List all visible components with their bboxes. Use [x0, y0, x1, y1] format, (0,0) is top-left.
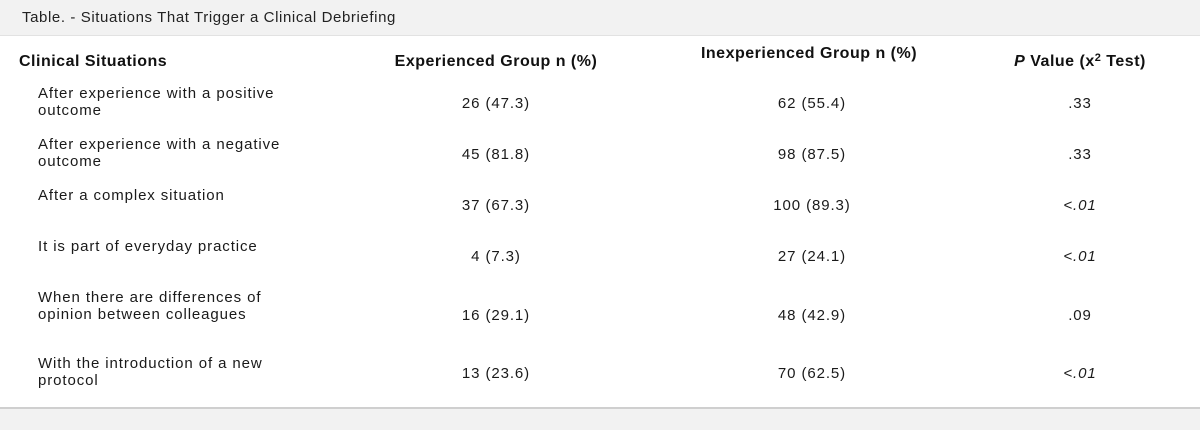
p-value: <.01	[1063, 197, 1097, 214]
p-value: <.01	[1063, 365, 1097, 382]
inexperienced-value: 70 (62.5)	[777, 365, 847, 382]
row-label: It is part of everyday practice	[38, 238, 258, 255]
experienced-value: 26 (47.3)	[461, 95, 531, 112]
p-value: .33	[1068, 95, 1092, 112]
inexperienced-value: 100 (89.3)	[773, 197, 851, 214]
inexperienced-value: 48 (42.9)	[777, 307, 847, 324]
row-label: After experience with a positive outcome	[38, 85, 275, 119]
header-inexperienced-group: Inexperienced Group n (%)	[700, 45, 918, 62]
row-label: After experience with a negative outcome	[38, 136, 281, 170]
table-row: It is part of everyday practice 4 (7.3) …	[0, 238, 1200, 279]
table-row: When there are differences of opinion be…	[0, 289, 1200, 346]
p-value: <.01	[1063, 248, 1097, 265]
header-clinical-situations: Clinical Situations	[19, 53, 168, 70]
header-p-letter: P	[1014, 53, 1026, 70]
table-row: After a complex situation 37 (67.3) 100 …	[0, 187, 1200, 228]
experienced-value: 16 (29.1)	[461, 307, 531, 324]
header-p-end: Test)	[1101, 53, 1146, 70]
row-label: After a complex situation	[38, 187, 225, 204]
header-p-rest: Value (x	[1025, 53, 1095, 70]
table-row: After experience with a positive outcome…	[0, 85, 1200, 126]
header-p-sup: 2	[1094, 52, 1102, 64]
header-p-value: P Value (x2 Test)	[960, 52, 1200, 70]
header-experienced-group: Experienced Group n (%)	[394, 53, 598, 70]
table-row: After experience with a negative outcome…	[0, 136, 1200, 177]
experienced-value: 13 (23.6)	[461, 365, 531, 382]
row-label: With the introduction of a new protocol	[38, 355, 263, 389]
table-caption: Table. - Situations That Trigger a Clini…	[22, 9, 396, 26]
caption-bar: Table. - Situations That Trigger a Clini…	[0, 0, 1200, 36]
data-table: Clinical Situations Experienced Group n …	[0, 36, 1200, 406]
bottom-divider	[0, 407, 1200, 409]
inexperienced-value: 62 (55.4)	[777, 95, 847, 112]
experienced-value: 4 (7.3)	[471, 248, 521, 265]
experienced-value: 45 (81.8)	[461, 146, 531, 163]
p-value: .33	[1068, 146, 1092, 163]
table-row: With the introduction of a new protocol …	[0, 355, 1200, 396]
p-value: .09	[1068, 307, 1092, 324]
bottom-bar	[0, 409, 1200, 430]
inexperienced-value: 27 (24.1)	[777, 248, 847, 265]
inexperienced-value: 98 (87.5)	[777, 146, 847, 163]
experienced-value: 37 (67.3)	[461, 197, 531, 214]
row-label: When there are differences of opinion be…	[38, 289, 262, 323]
